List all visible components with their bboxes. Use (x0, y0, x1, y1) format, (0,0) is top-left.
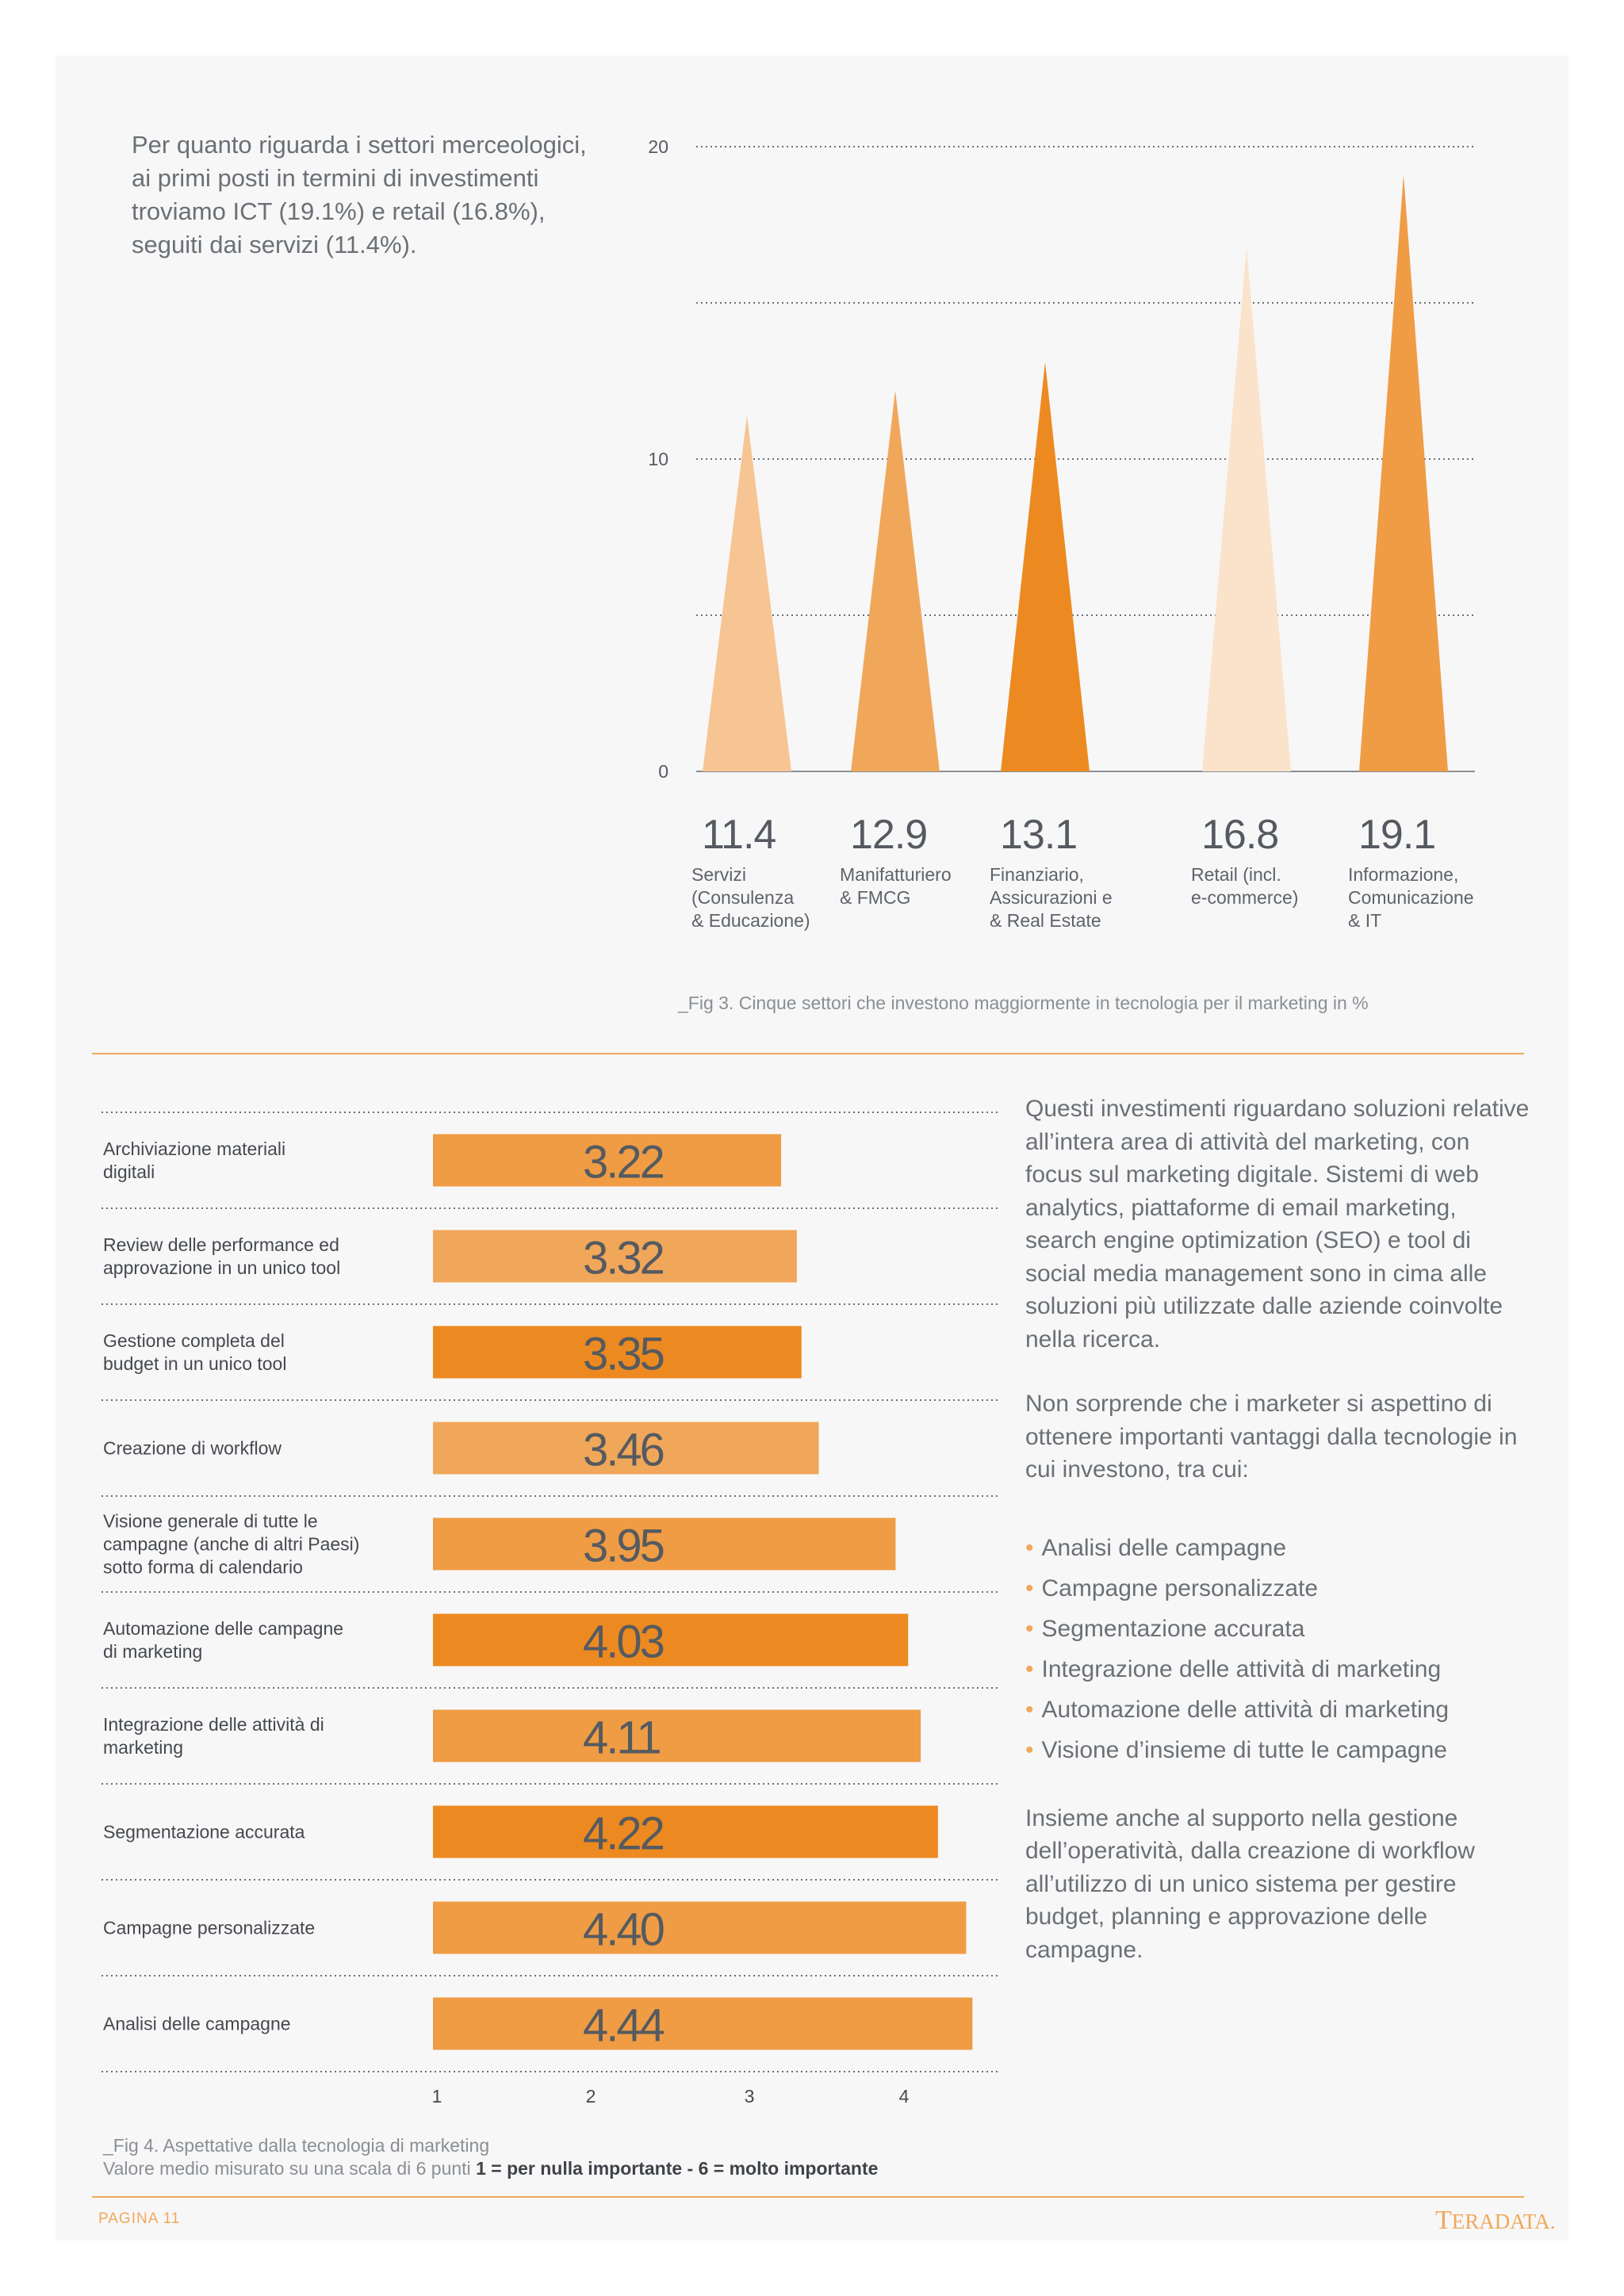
data-label: 13.1 (1000, 812, 1077, 858)
category-label: Creazione di workflow (103, 1438, 282, 1459)
category-label: budget in un unico tool (103, 1353, 286, 1374)
category-label: & IT (1348, 910, 1381, 931)
list-item: • Integrazione delle attività di marketin… (1025, 1655, 1442, 1682)
bullet-icon: • (1025, 1736, 1034, 1763)
bullet-icon: • (1025, 1534, 1034, 1561)
y-tick-label: 10 (648, 449, 668, 469)
fig4-caption-scale-range: 1 = per nulla importante - 6 = molto imp… (476, 2158, 879, 2179)
category-label: di marketing (103, 1641, 202, 1662)
category-label: Assicurazioni e (990, 887, 1113, 908)
spike-bar (851, 390, 940, 771)
paragraph-investments: Questi investimenti riguardano soluzioni… (1025, 1096, 1530, 1353)
bullet-icon: • (1025, 1615, 1034, 1642)
hbar (433, 1134, 782, 1187)
data-label: 16.8 (1201, 812, 1278, 858)
x-tick-label: 2 (586, 2086, 596, 2107)
footer-divider (92, 2196, 1524, 2198)
paragraph-support: Insieme anche al supporto nella gestione… (1025, 1804, 1475, 1963)
hbar (433, 1901, 967, 1954)
hbar (433, 1997, 973, 2050)
category-label: sotto forma di calendario (103, 1557, 303, 1578)
x-tick-label: 3 (745, 2086, 755, 2107)
right-column-text: Questi investimenti riguardano soluzioni… (1025, 1093, 1533, 1966)
data-label: 4.40 (583, 1904, 664, 1956)
teradata-logo: TERADATA. (1435, 2206, 1556, 2235)
hbar (433, 1422, 819, 1475)
bullet-icon: • (1025, 1696, 1034, 1723)
fig4-caption-title: _Fig 4. Aspettative dalla tecnologia di … (103, 2135, 490, 2156)
data-label: 3.46 (583, 1425, 664, 1476)
bullet-icon: • (1025, 1575, 1034, 1601)
category-label: Segmentazione accurata (103, 1822, 305, 1843)
page-panel (56, 55, 1568, 2241)
list-item: • Campagne personalizzate (1025, 1575, 1319, 1601)
hbar (433, 1326, 802, 1379)
hbar (433, 1517, 896, 1571)
category-label: Retail (incl. (1191, 864, 1281, 885)
spike-bar (1202, 247, 1291, 772)
data-label: 3.32 (583, 1233, 664, 1284)
hbar (433, 1613, 909, 1667)
category-label: marketing (103, 1737, 183, 1758)
category-label: Archiviazione materiali (103, 1138, 285, 1159)
category-label: Review delle performance ed (103, 1234, 339, 1255)
hbar (433, 1805, 938, 1858)
category-label: Analisi delle campagne (103, 2014, 291, 2034)
data-label: 4.22 (583, 1808, 664, 1860)
benefits-list: • Analisi delle campagne • Campagne person… (1025, 1528, 1533, 1770)
fig3-caption: _Fig 3. Cinque settori che investono mag… (678, 993, 1369, 1013)
category-label: Automazione delle campagne (103, 1618, 343, 1639)
category-label: Servizi (691, 864, 746, 885)
data-label: 11.4 (702, 812, 776, 858)
x-tick-label: 1 (432, 2086, 442, 2107)
hbar (433, 1709, 921, 1762)
category-label: campagne (anche di altri Paesi) (103, 1534, 359, 1555)
category-label: Comunicazione (1348, 887, 1474, 908)
fig3-chart: 0 10 20 11.4 Servizi(Consulenza& Educazione)… (648, 136, 1475, 931)
data-label: 4.44 (583, 2000, 665, 2052)
data-label: 19.1 (1358, 812, 1435, 858)
data-label: 3.22 (583, 1137, 664, 1188)
data-label: 4.03 (583, 1617, 664, 1668)
spike-bar (1359, 174, 1448, 771)
y-tick-label: 0 (658, 761, 668, 782)
data-label: 12.9 (850, 812, 927, 858)
data-label: 3.35 (583, 1329, 664, 1380)
section-divider (92, 1053, 1524, 1054)
list-item: • Visione d’insieme di tutte le campagne (1025, 1736, 1447, 1763)
spike-bar (703, 415, 791, 771)
bullet-icon: • (1025, 1655, 1034, 1682)
category-label: & Educazione) (691, 910, 810, 931)
data-label: 4.11 (583, 1712, 660, 1764)
category-label: Manifatturiero (840, 864, 952, 885)
category-label: Gestione completa del (103, 1330, 285, 1351)
category-label: Integrazione delle attività di (103, 1714, 324, 1735)
spike-bar (1001, 362, 1090, 771)
category-label: Finanziario, (990, 864, 1084, 885)
category-label: Campagne personalizzate (103, 1918, 315, 1938)
hbar (433, 1230, 797, 1283)
page-number: PAGINA 11 (98, 2210, 181, 2227)
y-tick-label: 20 (648, 136, 668, 157)
category-label: approvazione in un unico tool (103, 1257, 340, 1278)
category-label: & Real Estate (990, 910, 1101, 931)
data-label: 3.95 (583, 1521, 664, 1572)
x-tick-label: 4 (899, 2086, 910, 2107)
category-label: digitali (103, 1161, 155, 1182)
category-label: e-commerce) (1191, 887, 1298, 908)
category-label: Informazione, (1348, 864, 1458, 885)
list-item: • Segmentazione accurata (1025, 1615, 1305, 1642)
list-item: • Automazione delle attività di marketing (1025, 1696, 1450, 1723)
fig4-caption: _Fig 4. Aspettative dalla tecnologia di … (103, 2134, 878, 2180)
category-label: (Consulenza (691, 887, 794, 908)
category-label: Visione generale di tutte le (103, 1511, 318, 1532)
paragraph-expectations: Non sorprende che i marketer si aspettin… (1025, 1391, 1518, 1483)
intro-paragraph: Per quanto riguarda i settori merceologi… (132, 131, 587, 258)
fig4-caption-scale: Valore medio misurato su una scala di 6 … (103, 2158, 471, 2179)
list-item: • Analisi delle campagne (1025, 1534, 1287, 1561)
category-label: & FMCG (840, 887, 910, 908)
